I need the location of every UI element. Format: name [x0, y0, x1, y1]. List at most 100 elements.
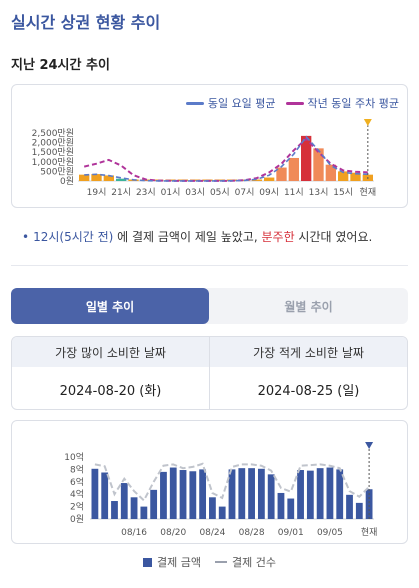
- section-divider: [11, 265, 408, 266]
- page-title: 실시간 상권 현황 추이: [11, 13, 161, 32]
- x-tick-label: 현재: [361, 527, 378, 538]
- current-marker-triangle: [363, 119, 372, 126]
- insight-text: • 12시(5시간 전) 에 결제 금액이 제일 높았고, 분주한 시간대 였어요…: [22, 228, 372, 245]
- daily-bar: [355, 502, 363, 519]
- hourly-bar: [288, 157, 299, 181]
- x-tick-label: 13시: [309, 187, 329, 198]
- hourly-bar: [276, 167, 287, 181]
- y-tick-label: 1,000만원: [32, 157, 74, 168]
- hourly-chart-card: 동일 요일 평균 작년 동일 주차 평균 2,500만원 2,000만원 1,500…: [11, 84, 408, 208]
- legend-last-week-avg: 작년 동일 주차 평균: [285, 95, 399, 111]
- daily-bar: [150, 489, 158, 519]
- x-tick-label: 09/01: [278, 528, 304, 538]
- x-tick-label: 09시: [259, 187, 279, 198]
- daily-bar: [248, 468, 255, 519]
- hourly-bar: [313, 148, 324, 181]
- x-tick-label: 08/20: [160, 528, 186, 538]
- y-tick-label: 1,500만원: [32, 147, 74, 158]
- y-tick-label: 8억: [70, 463, 84, 475]
- hourly-bar: [350, 172, 361, 181]
- hourly-bar: [338, 171, 349, 181]
- x-tick-label: 19시: [87, 187, 107, 198]
- y-tick-label: 2,500만원: [32, 128, 74, 139]
- legend-amount: 결제 금액: [143, 554, 201, 570]
- x-tick-label: 07시: [235, 187, 255, 198]
- daily-bar: [140, 506, 148, 519]
- insight-middle-text: 에 결제 금액이 제일 높았고,: [113, 230, 262, 244]
- compare-header-divider: [209, 337, 210, 367]
- y-tick-label: 0원: [70, 514, 84, 525]
- x-tick-label: 08/16: [121, 528, 147, 538]
- y-tick-label: 10억: [64, 451, 84, 463]
- y-tick-label: 2,000만원: [32, 138, 74, 149]
- most-spent-date: 2024-08-20 (화): [59, 383, 162, 399]
- compare-value-divider: [209, 367, 210, 409]
- least-spent-date: 2024-08-25 (일): [257, 383, 360, 399]
- legend-weekday-avg-label: 동일 요일 평균: [207, 97, 276, 110]
- daily-bar: [316, 468, 324, 519]
- tab-monthly[interactable]: 월별 추이: [284, 299, 333, 314]
- daily-bar: [209, 497, 216, 519]
- x-tick-label: 05시: [210, 187, 230, 198]
- daily-bar: [365, 489, 373, 519]
- daily-chart-legend: 결제 금액 결제 건수: [0, 554, 419, 570]
- legend-dash-icon: [215, 561, 227, 563]
- legend-last-week-avg-label: 작년 동일 주차 평균: [307, 97, 399, 110]
- daily-bar: [306, 470, 314, 519]
- daily-bar: [297, 470, 304, 519]
- legend-weekday-avg: 동일 요일 평균: [185, 95, 276, 111]
- current-marker-triangle: [365, 442, 374, 449]
- x-tick-label: 23시: [136, 187, 156, 198]
- tab-daily[interactable]: 일별 추이: [11, 288, 209, 324]
- hourly-bar: [190, 179, 201, 181]
- daily-bar: [277, 492, 285, 519]
- legend-square-icon: [143, 557, 153, 567]
- hourly-bar: [264, 177, 275, 181]
- daily-bar: [179, 470, 187, 519]
- x-tick-label: 01시: [161, 187, 181, 198]
- daily-bar: [346, 494, 353, 519]
- most-spent-label: 가장 많이 소비한 날짜: [55, 345, 166, 360]
- x-tick-label: 09/05: [317, 528, 343, 538]
- daily-bar: [189, 471, 197, 519]
- y-tick-label: 0원: [60, 176, 74, 187]
- daily-bar: [160, 471, 167, 519]
- daily-bar: [101, 472, 109, 519]
- legend-amount-label: 결제 금액: [157, 556, 201, 569]
- insight-bullet: •: [22, 230, 30, 244]
- daily-bar: [130, 497, 138, 519]
- spending-compare-table: 가장 많이 소비한 날짜 가장 적게 소비한 날짜 2024-08-20 (화)…: [11, 336, 408, 410]
- x-tick-label: 15시: [333, 187, 353, 198]
- daily-bar: [199, 469, 207, 519]
- daily-bar: [218, 506, 226, 519]
- daily-bar: [267, 474, 275, 519]
- y-tick-label: 2억: [70, 501, 84, 513]
- hourly-bar: [91, 174, 102, 181]
- hourly-bar: [79, 174, 90, 181]
- daily-bar: [326, 467, 334, 519]
- y-tick-label: 4억: [70, 488, 84, 500]
- section-title-24h: 지난 24시간 추이: [11, 58, 110, 73]
- x-tick-label: 11시: [284, 187, 304, 198]
- insight-end-text: 시간대 였어요.: [294, 230, 373, 244]
- insight-peak-time: 12시(5시간 전): [33, 230, 114, 244]
- legend-line-purple-icon: [285, 101, 304, 105]
- x-tick-label: 03시: [185, 187, 205, 198]
- hourly-bar: [325, 164, 336, 181]
- daily-bar: [228, 469, 236, 519]
- compare-header-row: 가장 많이 소비한 날짜 가장 적게 소비한 날짜: [12, 337, 407, 367]
- legend-count: 결제 건수: [215, 554, 276, 570]
- legend-count-label: 결제 건수: [232, 556, 276, 569]
- hourly-bar: [116, 178, 127, 181]
- y-tick-label: 500만원: [40, 166, 74, 177]
- hourly-bar: [103, 175, 114, 181]
- legend-line-blue-icon: [185, 101, 204, 105]
- daily-bar: [169, 467, 177, 519]
- least-spent-label: 가장 적게 소비한 날짜: [253, 345, 364, 360]
- hourly-bar: [301, 135, 312, 181]
- daily-bar: [257, 468, 265, 519]
- x-tick-label: 08/28: [239, 528, 265, 538]
- series-line-last-week-avg: [83, 137, 368, 182]
